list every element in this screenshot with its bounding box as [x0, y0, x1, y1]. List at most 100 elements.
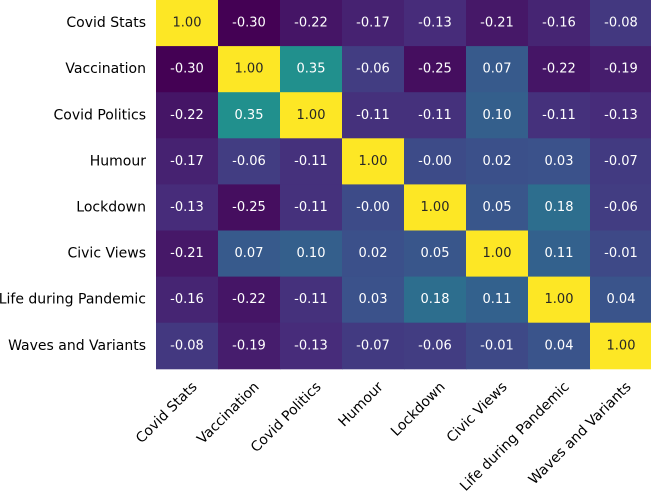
- heatmap-cell-label: -0.13: [294, 338, 328, 353]
- heatmap-cell-label: -0.11: [542, 108, 576, 123]
- heatmap-cell-label: 0.07: [235, 246, 264, 261]
- heatmap-cell: [466, 92, 529, 139]
- heatmap-cell: [218, 0, 281, 47]
- heatmap-cell: [156, 46, 219, 93]
- heatmap-cell-label: 0.04: [545, 338, 574, 353]
- heatmap-cell: [466, 184, 529, 231]
- heatmap-cell: [342, 138, 405, 185]
- heatmap-cell-label: -0.25: [232, 200, 266, 215]
- heatmap-cell-label: 0.18: [421, 292, 450, 307]
- heatmap-cell: [590, 276, 651, 324]
- heatmap-cell: [528, 276, 591, 324]
- x-tick-label-vaccination: Vaccination: [194, 379, 262, 447]
- heatmap-cell: [466, 46, 529, 93]
- heatmap-cell-label: -0.11: [294, 154, 328, 169]
- heatmap-cell: [218, 46, 281, 93]
- heatmap-cell: [590, 0, 651, 47]
- y-tick-label-lockdown: Lockdown: [76, 199, 146, 215]
- heatmap-cell-label: 1.00: [607, 338, 636, 353]
- x-tick-label-humour: Humour: [336, 379, 387, 430]
- heatmap-cell-label: -0.22: [542, 62, 576, 77]
- heatmap-cell-label: -0.11: [294, 200, 328, 215]
- heatmap-cell: [528, 322, 591, 370]
- heatmap-cell-label: -0.22: [294, 16, 328, 31]
- heatmap-cell: [404, 92, 467, 139]
- heatmap-cell: [466, 322, 529, 370]
- heatmap-cell: [218, 276, 281, 324]
- heatmap-cell-label: 1.00: [483, 246, 512, 261]
- heatmap-cell: [404, 46, 467, 93]
- heatmap-cell-label: 0.07: [483, 62, 512, 77]
- heatmap-cell-label: 1.00: [359, 154, 388, 169]
- heatmap-cell: [218, 230, 281, 278]
- heatmap-cell: [156, 0, 219, 47]
- heatmap-cell: [342, 0, 405, 47]
- heatmap-cell-label: -0.16: [170, 292, 204, 307]
- heatmap-cell: [156, 322, 219, 370]
- heatmap-cell-label: 0.11: [483, 292, 512, 307]
- heatmap-cell: [218, 184, 281, 231]
- heatmap-cell: [528, 46, 591, 93]
- heatmap-cell: [218, 322, 281, 370]
- heatmap-cell: [280, 0, 343, 47]
- heatmap-cell-label: 0.10: [297, 246, 326, 261]
- heatmap-cell-label: -0.08: [170, 338, 204, 353]
- heatmap-cell: [404, 0, 467, 47]
- heatmap-cell: [342, 46, 405, 93]
- heatmap-cell-label: -0.22: [170, 108, 204, 123]
- heatmap-cell: [280, 322, 343, 370]
- heatmap-cell: [590, 138, 651, 185]
- heatmap-cell: [528, 92, 591, 139]
- heatmap-cell-label: -0.00: [356, 200, 390, 215]
- heatmap-cell: [218, 92, 281, 139]
- x-tick-label-covid-stats: Covid Stats: [133, 379, 201, 447]
- heatmap-cell-label: -0.30: [170, 62, 204, 77]
- heatmap-cell: [280, 230, 343, 278]
- heatmap-cell: [342, 322, 405, 370]
- heatmap-cell: [342, 230, 405, 278]
- heatmap-cell: [280, 92, 343, 139]
- heatmap-cells: [156, 0, 651, 370]
- heatmap-cell-label: 0.11: [545, 246, 574, 261]
- y-tick-labels: Covid Stats Vaccination Covid Politics Humo…: [0, 15, 146, 354]
- heatmap-cell: [156, 230, 219, 278]
- heatmap-cell: [404, 322, 467, 370]
- heatmap-cell-label: 0.03: [545, 154, 574, 169]
- heatmap-cell-label: -0.11: [356, 108, 390, 123]
- y-tick-label-civic-views: Civic Views: [67, 246, 146, 262]
- heatmap-cell-label: 1.00: [421, 200, 450, 215]
- heatmap-cell: [404, 138, 467, 185]
- heatmap-cell: [280, 184, 343, 231]
- heatmap-cell: [466, 138, 529, 185]
- heatmap-cell: [156, 92, 219, 139]
- heatmap-cell: [528, 138, 591, 185]
- heatmap-cell-label: -0.08: [604, 16, 638, 31]
- heatmap-cell-label: -0.06: [232, 154, 266, 169]
- heatmap-cell: [590, 184, 651, 231]
- heatmap-cell: [590, 46, 651, 93]
- heatmap-cell-label: -0.00: [418, 154, 452, 169]
- heatmap-cell-label: -0.01: [480, 338, 514, 353]
- y-tick-label-covid-politics: Covid Politics: [53, 107, 146, 123]
- heatmap-cell: [528, 0, 591, 47]
- heatmap-cell: [404, 184, 467, 231]
- heatmap-cell-label: 0.35: [297, 62, 326, 77]
- y-tick-label-life-during-pandemic: Life during Pandemic: [0, 292, 146, 308]
- heatmap-cell: [466, 0, 529, 47]
- heatmap-cell-label: -0.07: [604, 154, 638, 169]
- heatmap-cell-label: -0.06: [418, 338, 452, 353]
- heatmap-cell-label: 0.35: [235, 108, 264, 123]
- heatmap-cell: [218, 138, 281, 185]
- heatmap-cell: [528, 230, 591, 278]
- heatmap-cell-label: -0.22: [232, 292, 266, 307]
- heatmap-cell: [404, 230, 467, 278]
- heatmap-cell: [280, 276, 343, 324]
- heatmap-cell-label: 0.18: [545, 200, 574, 215]
- heatmap-cell-label: 0.02: [483, 154, 512, 169]
- heatmap-cell-label: -0.07: [356, 338, 390, 353]
- heatmap-cell-label: -0.30: [232, 16, 266, 31]
- heatmap-cell-label: -0.19: [232, 338, 266, 353]
- y-tick-label-vaccination: Vaccination: [65, 61, 146, 77]
- heatmap-cell-label: 1.00: [235, 62, 264, 77]
